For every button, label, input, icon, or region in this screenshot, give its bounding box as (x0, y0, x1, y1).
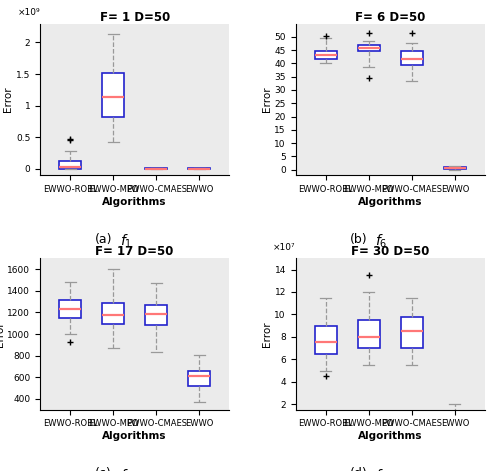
PathPatch shape (60, 161, 81, 169)
PathPatch shape (358, 320, 380, 348)
X-axis label: Algorithms: Algorithms (102, 431, 167, 441)
PathPatch shape (60, 300, 81, 318)
PathPatch shape (315, 51, 336, 59)
PathPatch shape (188, 371, 210, 386)
Title: F= 1 D=50: F= 1 D=50 (100, 10, 170, 24)
X-axis label: Algorithms: Algorithms (102, 196, 167, 206)
PathPatch shape (146, 168, 167, 169)
Text: $f_6$: $f_6$ (375, 233, 388, 250)
Text: $f_1$: $f_1$ (120, 233, 132, 250)
Y-axis label: Error: Error (262, 321, 272, 347)
Text: (b): (b) (350, 233, 368, 245)
PathPatch shape (444, 413, 466, 421)
PathPatch shape (401, 51, 422, 65)
PathPatch shape (146, 305, 167, 325)
PathPatch shape (358, 45, 380, 51)
Y-axis label: Error: Error (3, 87, 13, 112)
Title: F= 30 D=50: F= 30 D=50 (351, 245, 430, 258)
PathPatch shape (102, 303, 124, 324)
PathPatch shape (315, 325, 336, 354)
Text: $f_{17}$: $f_{17}$ (120, 467, 138, 471)
X-axis label: Algorithms: Algorithms (358, 431, 422, 441)
Title: F= 17 D=50: F= 17 D=50 (96, 245, 174, 258)
Text: $f_{30}$: $f_{30}$ (375, 467, 394, 471)
Text: (a): (a) (94, 233, 112, 245)
Text: ×10⁹: ×10⁹ (18, 8, 40, 17)
Text: (d): (d) (350, 467, 368, 471)
PathPatch shape (102, 73, 124, 117)
Text: (c): (c) (95, 467, 112, 471)
Y-axis label: Error: Error (0, 321, 4, 347)
PathPatch shape (401, 317, 422, 348)
Y-axis label: Error: Error (262, 87, 272, 112)
PathPatch shape (444, 167, 466, 169)
Text: ×10⁷: ×10⁷ (273, 243, 295, 252)
Title: F= 6 D=50: F= 6 D=50 (355, 10, 426, 24)
X-axis label: Algorithms: Algorithms (358, 196, 422, 206)
